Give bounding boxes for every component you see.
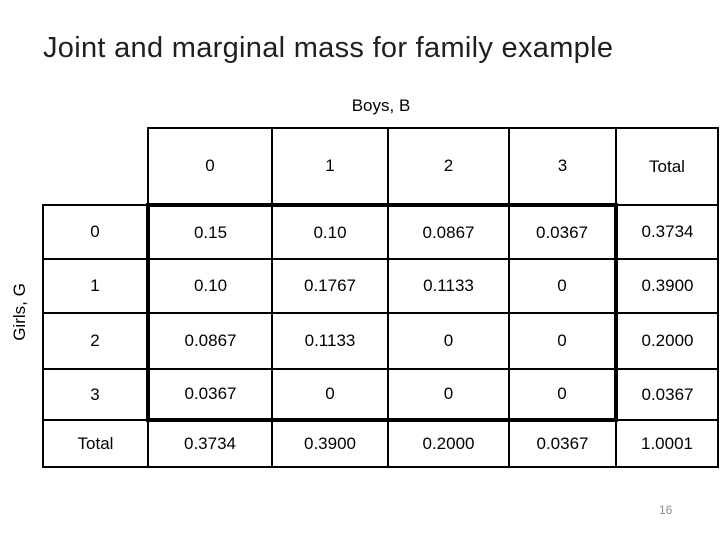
table-corner-cell <box>43 128 148 205</box>
col-header-total: Total <box>615 127 719 206</box>
girls-axis-label: Girls, G <box>10 282 30 341</box>
cell-g3-total: 0.0367 <box>615 368 719 421</box>
cell-g1-b1: 0.1767 <box>271 258 389 314</box>
total-row: Total 0.3734 0.3900 0.2000 0.0367 1.0001 <box>42 419 719 468</box>
girls-axis-label-box: Girls, G <box>2 204 38 419</box>
cell-g2-b2: 0 <box>387 312 510 370</box>
joint-mass-table: 0 1 2 3 Total 0 0.15 0.10 0.0867 0.0367 … <box>42 127 719 468</box>
cell-g3-b2: 0 <box>387 368 510 422</box>
row-header-total: Total <box>42 419 149 468</box>
cell-g2-total: 0.2000 <box>615 312 719 370</box>
cell-g2-b0: 0.0867 <box>146 312 273 370</box>
cell-g1-b0: 0.10 <box>146 258 273 314</box>
col-header-0: 0 <box>147 127 273 206</box>
row-header-1: 1 <box>42 258 149 314</box>
col-header-3: 3 <box>508 127 617 206</box>
col-header-1: 1 <box>271 127 389 206</box>
table-row: 3 0.0367 0 0 0 0.0367 <box>42 368 719 422</box>
cell-g1-b2: 0.1133 <box>387 258 510 314</box>
table-row: 1 0.10 0.1767 0.1133 0 0.3900 <box>42 258 719 314</box>
cell-g2-b1: 0.1133 <box>271 312 389 370</box>
col-header-2: 2 <box>387 127 510 206</box>
cell-total-b3: 0.0367 <box>508 419 617 468</box>
row-header-3: 3 <box>42 368 149 421</box>
boys-axis-label: Boys, B <box>351 96 411 115</box>
cell-g3-b1: 0 <box>271 368 389 422</box>
grand-total-cell: 1.0001 <box>615 419 719 468</box>
cell-g2-b3: 0 <box>508 312 618 370</box>
cell-g1-total: 0.3900 <box>615 258 719 314</box>
cell-g0-b1: 0.10 <box>271 203 389 260</box>
row-header-2: 2 <box>42 312 149 370</box>
cell-total-b2: 0.2000 <box>387 419 510 468</box>
page-number: 16 <box>659 503 673 517</box>
slide-title: Joint and marginal mass for family examp… <box>43 32 614 64</box>
table-row: 2 0.0867 0.1133 0 0 0.2000 <box>42 312 719 370</box>
cell-g0-total: 0.3734 <box>615 204 719 260</box>
cell-g3-b0: 0.0367 <box>146 368 273 422</box>
cell-g3-b3: 0 <box>508 368 618 422</box>
row-header-0: 0 <box>42 204 149 260</box>
cell-g0-b2: 0.0867 <box>387 203 510 260</box>
cell-total-b1: 0.3900 <box>271 419 389 468</box>
cell-g0-b0: 0.15 <box>146 203 273 260</box>
column-header-row: 0 1 2 3 Total <box>43 127 719 206</box>
cell-g1-b3: 0 <box>508 258 618 314</box>
cell-g0-b3: 0.0367 <box>508 203 618 260</box>
cell-total-b0: 0.3734 <box>147 419 273 468</box>
table-row: 0 0.15 0.10 0.0867 0.0367 0.3734 <box>42 203 719 260</box>
